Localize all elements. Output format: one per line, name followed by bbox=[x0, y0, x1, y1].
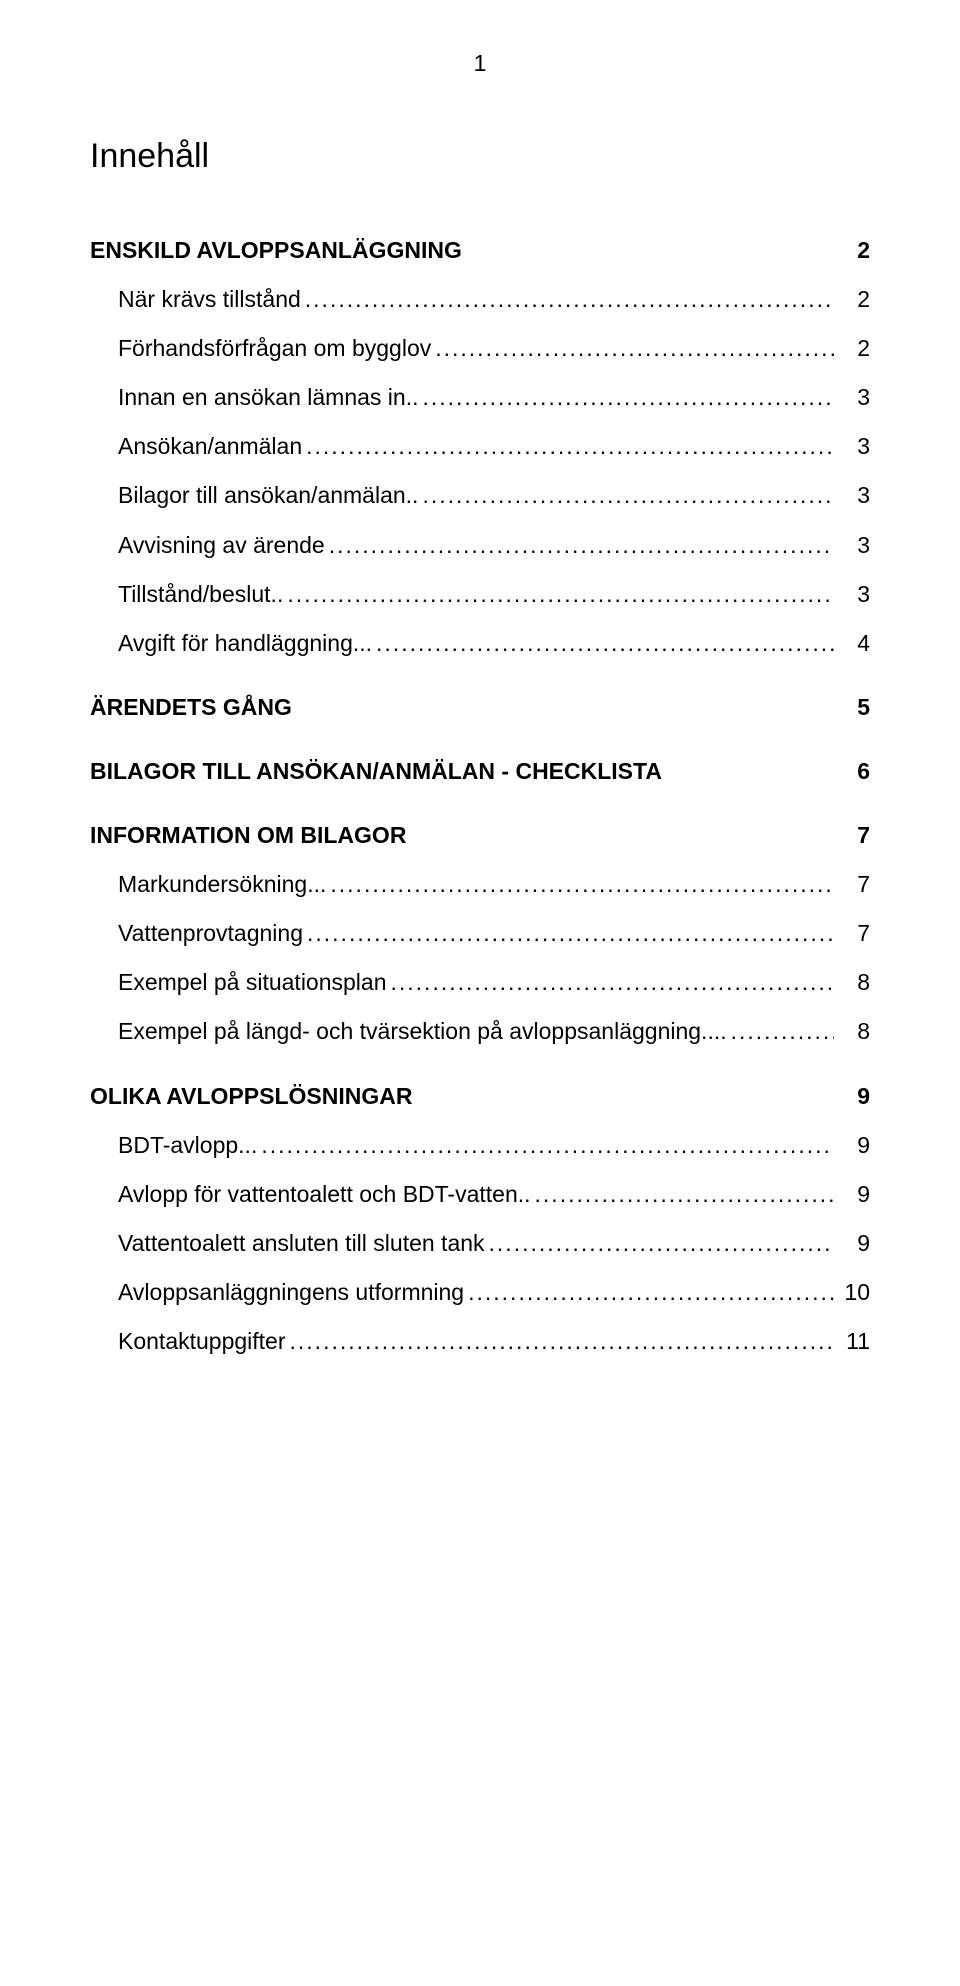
toc-label: Tillstånd/beslut.. bbox=[118, 575, 283, 614]
toc-page-number: 9 bbox=[834, 1175, 870, 1214]
toc-page-number: 6 bbox=[834, 752, 870, 791]
toc-leader bbox=[431, 329, 834, 368]
toc-section-row: BILAGOR TILL ANSÖKAN/ANMÄLAN - CHECKLIST… bbox=[90, 752, 870, 791]
toc-leader bbox=[387, 963, 835, 1002]
toc-section-row: ENSKILD AVLOPPSANLÄGGNING 2 bbox=[90, 231, 870, 270]
toc-label: Vattenprovtagning bbox=[118, 914, 303, 953]
toc-label: Ansökan/anmälan bbox=[118, 427, 302, 466]
toc-label: INFORMATION OM BILAGOR bbox=[90, 816, 406, 855]
toc-sub-row: Avgift för handläggning... 4 bbox=[90, 624, 870, 663]
toc-leader bbox=[303, 914, 834, 953]
page-title: Innehåll bbox=[90, 137, 870, 176]
toc-sub-row: Avvisning av ärende 3 bbox=[90, 526, 870, 565]
toc-leader bbox=[531, 1175, 834, 1214]
toc-section-row: INFORMATION OM BILAGOR 7 bbox=[90, 816, 870, 855]
toc-page-number: 7 bbox=[834, 816, 870, 855]
toc-sub-row: Vattenprovtagning 7 bbox=[90, 914, 870, 953]
toc-page-number: 11 bbox=[834, 1322, 870, 1361]
toc-sub-row: Avloppsanläggningens utformning 10 bbox=[90, 1273, 870, 1312]
toc-sub-row: Tillstånd/beslut.. 3 bbox=[90, 575, 870, 614]
toc-leader bbox=[283, 575, 834, 614]
toc-label: Avvisning av ärende bbox=[118, 526, 325, 565]
toc-sub-row: Exempel på längd- och tvärsektion på avl… bbox=[90, 1012, 870, 1051]
toc-leader bbox=[464, 1273, 834, 1312]
toc-label: OLIKA AVLOPPSLÖSNINGAR bbox=[90, 1077, 412, 1116]
toc-section-row: ÄRENDETS GÅNG 5 bbox=[90, 688, 870, 727]
toc-page-number: 3 bbox=[834, 526, 870, 565]
toc-label: ÄRENDETS GÅNG bbox=[90, 688, 292, 727]
toc-label: BDT-avlopp... bbox=[118, 1126, 257, 1165]
toc-leader bbox=[418, 378, 834, 417]
toc-sub-row: När krävs tillstånd 2 bbox=[90, 280, 870, 319]
toc-page-number: 9 bbox=[834, 1126, 870, 1165]
toc-label: Vattentoalett ansluten till sluten tank bbox=[118, 1224, 485, 1263]
toc-leader bbox=[325, 526, 834, 565]
toc-label: Kontaktuppgifter bbox=[118, 1322, 286, 1361]
toc-leader bbox=[727, 1012, 834, 1051]
toc-sub-row: Ansökan/anmälan 3 bbox=[90, 427, 870, 466]
toc-label: Avlopp för vattentoalett och BDT-vatten.… bbox=[118, 1175, 531, 1214]
toc-sub-row: Kontaktuppgifter 11 bbox=[90, 1322, 870, 1361]
toc-leader bbox=[418, 476, 834, 515]
toc-label: Avgift för handläggning... bbox=[118, 624, 372, 663]
toc-page-number: 3 bbox=[834, 378, 870, 417]
toc-sub-row: Exempel på situationsplan 8 bbox=[90, 963, 870, 1002]
toc-page-number: 2 bbox=[834, 329, 870, 368]
toc-leader bbox=[301, 280, 834, 319]
toc-sub-row: BDT-avlopp... 9 bbox=[90, 1126, 870, 1165]
toc-sub-row: Innan en ansökan lämnas in.. 3 bbox=[90, 378, 870, 417]
toc-page-number: 9 bbox=[834, 1077, 870, 1116]
toc-page-number: 2 bbox=[834, 231, 870, 270]
toc-page-number: 9 bbox=[834, 1224, 870, 1263]
toc-leader bbox=[302, 427, 834, 466]
toc-label: Förhandsförfrågan om bygglov bbox=[118, 329, 431, 368]
toc-leader bbox=[286, 1322, 834, 1361]
toc-page-number: 8 bbox=[834, 1012, 870, 1051]
toc-sub-row: Bilagor till ansökan/anmälan.. 3 bbox=[90, 476, 870, 515]
toc-leader bbox=[326, 865, 834, 904]
toc-section-row: OLIKA AVLOPPSLÖSNINGAR 9 bbox=[90, 1077, 870, 1116]
toc-label: Exempel på längd- och tvärsektion på avl… bbox=[118, 1012, 727, 1051]
toc-sub-row: Avlopp för vattentoalett och BDT-vatten.… bbox=[90, 1175, 870, 1214]
toc-page-number: 7 bbox=[834, 865, 870, 904]
toc-page-number: 3 bbox=[834, 476, 870, 515]
toc-page-number: 3 bbox=[834, 575, 870, 614]
toc-sub-row: Vattentoalett ansluten till sluten tank 9 bbox=[90, 1224, 870, 1263]
page-number: 1 bbox=[90, 50, 870, 77]
toc-page-number: 5 bbox=[834, 688, 870, 727]
toc-label: Bilagor till ansökan/anmälan.. bbox=[118, 476, 418, 515]
table-of-contents: ENSKILD AVLOPPSANLÄGGNING2När krävs till… bbox=[90, 231, 870, 1361]
toc-label: Avloppsanläggningens utformning bbox=[118, 1273, 464, 1312]
toc-page-number: 4 bbox=[834, 624, 870, 663]
toc-leader bbox=[257, 1126, 834, 1165]
toc-label: När krävs tillstånd bbox=[118, 280, 301, 319]
toc-label: BILAGOR TILL ANSÖKAN/ANMÄLAN - CHECKLIST… bbox=[90, 752, 662, 791]
toc-leader bbox=[372, 624, 834, 663]
toc-sub-row: Förhandsförfrågan om bygglov 2 bbox=[90, 329, 870, 368]
toc-sub-row: Markundersökning... 7 bbox=[90, 865, 870, 904]
toc-leader bbox=[485, 1224, 834, 1263]
toc-page-number: 2 bbox=[834, 280, 870, 319]
toc-page-number: 7 bbox=[834, 914, 870, 953]
toc-page-number: 10 bbox=[834, 1273, 870, 1312]
toc-label: Markundersökning... bbox=[118, 865, 326, 904]
toc-label: Exempel på situationsplan bbox=[118, 963, 387, 1002]
document-page: 1 Innehåll ENSKILD AVLOPPSANLÄGGNING2När… bbox=[0, 0, 960, 1986]
toc-label: ENSKILD AVLOPPSANLÄGGNING bbox=[90, 231, 462, 270]
toc-page-number: 8 bbox=[834, 963, 870, 1002]
toc-page-number: 3 bbox=[834, 427, 870, 466]
toc-label: Innan en ansökan lämnas in.. bbox=[118, 378, 418, 417]
